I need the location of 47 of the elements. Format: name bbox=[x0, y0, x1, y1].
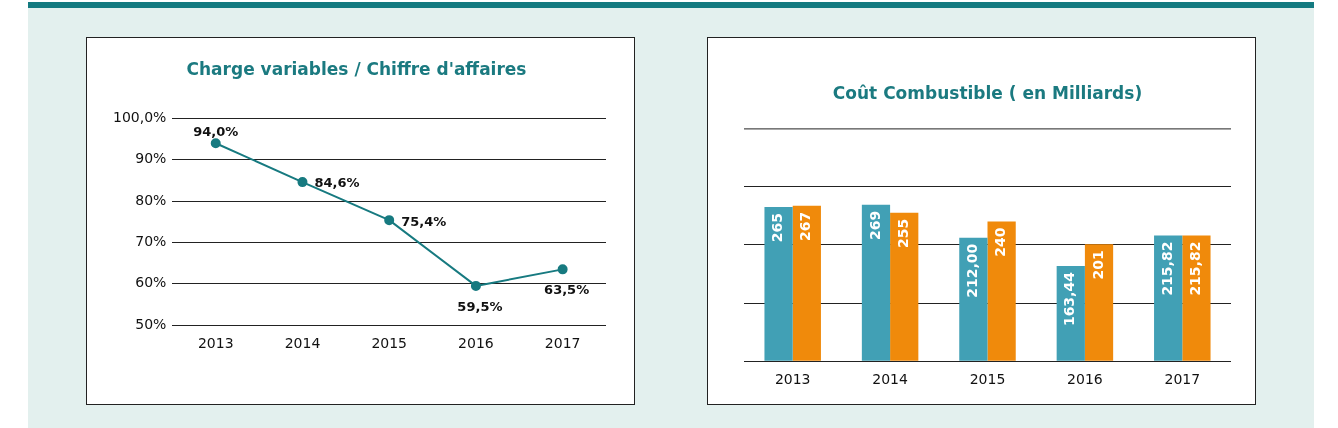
x-tick-label: 2014 bbox=[284, 335, 321, 352]
data-label: 75,4% bbox=[401, 213, 447, 229]
y-tick-label: 60% bbox=[135, 274, 167, 291]
point bbox=[297, 177, 308, 188]
x-tick-label: 2013 bbox=[774, 371, 811, 388]
x-tick-label: 2016 bbox=[1067, 371, 1103, 388]
y-tick-label: 70% bbox=[135, 233, 167, 250]
bar bbox=[861, 204, 891, 361]
chart-title: Charge variables / Chiffre d'affaires bbox=[186, 58, 527, 79]
data-label: 59,5% bbox=[457, 298, 503, 314]
data-label: 163,44 bbox=[1061, 271, 1078, 327]
point bbox=[557, 264, 568, 275]
y-tick-label: 100,0% bbox=[112, 109, 167, 126]
data-label: 269 bbox=[866, 210, 883, 240]
data-label: 255 bbox=[894, 218, 911, 249]
data-label: 84,6% bbox=[314, 175, 360, 191]
bar bbox=[1154, 235, 1183, 361]
bar bbox=[987, 221, 1016, 361]
x-tick-label: 2017 bbox=[544, 335, 581, 352]
data-label: 94,0% bbox=[193, 124, 239, 140]
bar bbox=[890, 212, 919, 361]
x-tick-label: 2014 bbox=[872, 371, 908, 388]
data-label: 201 bbox=[1089, 250, 1106, 280]
point bbox=[384, 215, 395, 226]
point bbox=[470, 280, 481, 291]
data-label: 215,82 bbox=[1158, 241, 1175, 296]
point bbox=[210, 138, 221, 149]
x-tick-label: 2015 bbox=[371, 335, 408, 352]
data-label: 212,00 bbox=[964, 243, 981, 298]
x-tick-label: 2013 bbox=[197, 335, 234, 352]
chart-title: Coût Combustible ( en Milliards) bbox=[832, 82, 1143, 103]
y-tick-label: 80% bbox=[135, 191, 167, 208]
x-tick-label: 2016 bbox=[458, 335, 494, 352]
y-tick-label: 90% bbox=[135, 150, 167, 167]
bar bbox=[792, 205, 821, 361]
data-label: 240 bbox=[992, 227, 1009, 257]
data-label: 267 bbox=[797, 211, 814, 242]
bar bbox=[1182, 235, 1211, 361]
data-label: 215,82 bbox=[1187, 241, 1204, 296]
x-tick-label: 2015 bbox=[969, 371, 1006, 388]
bar bbox=[959, 237, 988, 361]
data-label: 63,5% bbox=[544, 282, 590, 298]
bar bbox=[764, 206, 793, 361]
x-tick-label: 2017 bbox=[1164, 371, 1201, 388]
y-tick-label: 50% bbox=[135, 315, 167, 332]
data-label: 265 bbox=[769, 212, 786, 243]
bar bbox=[1084, 244, 1114, 361]
